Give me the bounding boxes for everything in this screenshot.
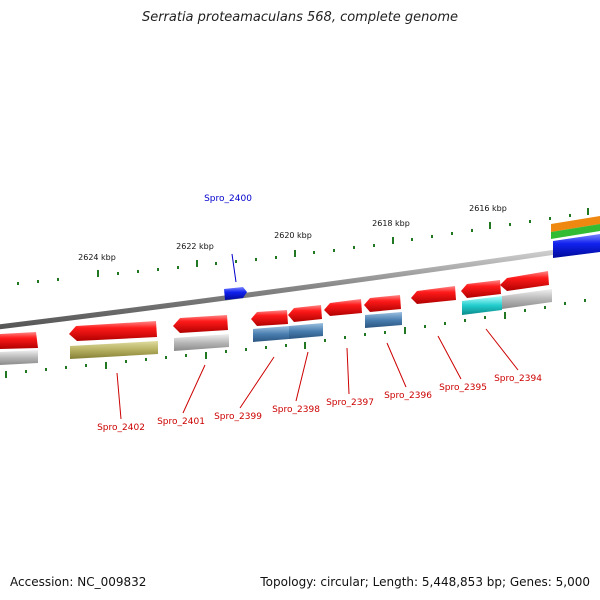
accession-text: Accession: NC_009832	[10, 575, 147, 589]
gene-label-spro-2397: Spro_2397	[326, 398, 374, 408]
gene-label-spro-2399: Spro_2399	[214, 412, 262, 422]
gene-label-spro-2398: Spro_2398	[272, 405, 320, 415]
scale-label: 2620 kbp	[274, 231, 312, 240]
genome-backbone	[0, 242, 600, 330]
gene-arrow-right[interactable]	[500, 271, 549, 291]
inner-scale-track	[5, 299, 586, 378]
label-leaders	[116, 328, 519, 420]
cog-bar-gray	[0, 350, 38, 365]
cog-bar-gray	[502, 289, 552, 309]
cog-bar-steel	[365, 312, 402, 328]
scale-label: 2624 kbp	[78, 253, 116, 262]
gene-arrow-left-edge[interactable]	[0, 332, 38, 349]
scale-label: 2616 kbp	[469, 204, 507, 213]
cog-bar-steel	[253, 326, 289, 342]
gene-arrow-spro-2400[interactable]	[224, 287, 247, 300]
gene-label-spro-2400: Spro_2400	[204, 194, 252, 204]
scale-label: 2618 kbp	[372, 219, 410, 228]
cog-bar-orange	[551, 216, 600, 232]
gene-arrow-spro-2396[interactable]	[364, 295, 401, 312]
cog-bar-olive	[70, 341, 158, 359]
gene-arrow-spro-2395[interactable]	[411, 286, 456, 304]
gene-label-spro-2401: Spro_2401	[157, 417, 205, 427]
gene-arrow-spro-2398[interactable]	[288, 305, 322, 322]
gene-arrow-spro-2399[interactable]	[251, 310, 288, 326]
gene-arrow-spro-2397[interactable]	[324, 299, 362, 316]
outer-scale-track	[17, 208, 589, 285]
gene-arrow-spro-2402[interactable]	[69, 321, 157, 341]
cog-bar-gray	[174, 334, 229, 351]
gene-label-spro-2395: Spro_2395	[439, 383, 487, 393]
gene-arrow-spro-2394[interactable]	[461, 280, 501, 298]
gene-label-spro-2396: Spro_2396	[384, 391, 432, 401]
gene-label-spro-2402: Spro_2402	[97, 423, 145, 433]
cog-bar-cyan	[462, 296, 502, 315]
gene-arrow-top-right[interactable]	[553, 234, 600, 258]
gene-label-spro-2394: Spro_2394	[494, 374, 542, 384]
label-leader	[231, 253, 237, 283]
map-title: Serratia proteamaculans 568, complete ge…	[141, 10, 459, 25]
gene-arrow-spro-2401[interactable]	[173, 315, 228, 333]
scale-label: 2622 kbp	[176, 242, 214, 251]
genome-summary-text: Topology: circular; Length: 5,448,853 bp…	[260, 575, 590, 589]
cog-bar-green	[551, 224, 600, 239]
cog-bar-steel	[289, 323, 323, 339]
